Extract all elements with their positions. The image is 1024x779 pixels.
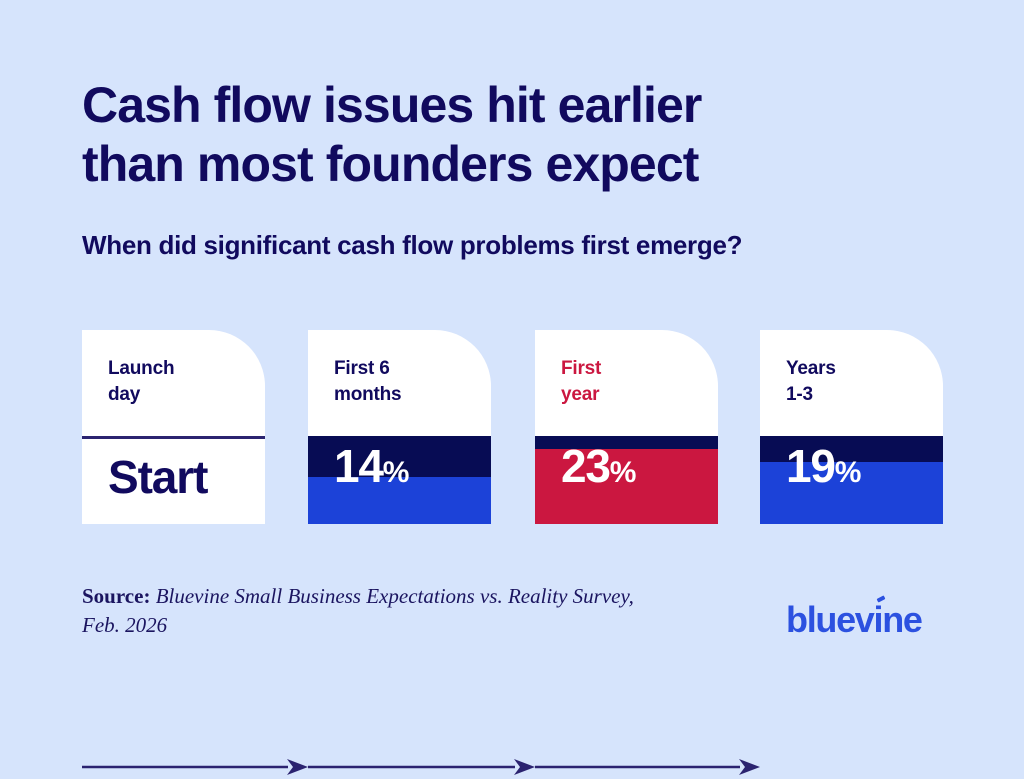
stage-value-percent-sign: %: [609, 456, 637, 489]
source-attribution: Source: Bluevine Small Business Expectat…: [82, 582, 642, 640]
stage-value-number: 23: [561, 440, 611, 492]
stage-bar-fill: [760, 462, 943, 524]
stage-bar: [535, 436, 718, 524]
timeline-stage-first-6-months: First 6 months 14%: [308, 330, 491, 524]
stage-bar: [760, 436, 943, 524]
stage-label: First 6 months: [334, 356, 402, 408]
timeline-stage-launch-day: Launch day Start: [82, 330, 265, 524]
timeline-arrow-icon: [308, 759, 535, 775]
stage-value-number: 19: [786, 440, 836, 492]
infographic-canvas: Cash flow issues hit earlier than most f…: [0, 0, 1024, 698]
page-subtitle: When did significant cash flow problems …: [82, 230, 743, 260]
stage-value-percent-sign: %: [834, 456, 862, 489]
stage-bar: [308, 436, 491, 524]
logo-accent-i: i: [873, 599, 884, 640]
stage-label: First year: [561, 356, 601, 408]
stage-label-line-1: Launch: [108, 358, 175, 379]
stage-label-line-2: year: [561, 384, 600, 405]
timeline-stage-first-year: First year 23%: [535, 330, 718, 524]
source-text: Bluevine Small Business Expectations vs.…: [82, 584, 634, 637]
timeline-chart: Launch day Start First 6 months 14% Firs…: [0, 330, 1024, 775]
page-title-line-2: than most founders expect: [82, 136, 699, 192]
stage-bar-fill: [308, 477, 491, 524]
stage-divider-rule: [82, 436, 265, 439]
stage-label-line-1: First: [561, 358, 602, 379]
timeline-arrow-icon: [535, 759, 760, 775]
timeline-stage-years-1-3: Years 1-3 19%: [760, 330, 943, 524]
logo-text-before: bluev: [786, 599, 875, 640]
stage-label-line-2: months: [334, 384, 402, 405]
source-label: Source:: [82, 584, 151, 608]
stage-value-label: 23%: [561, 443, 636, 496]
stage-bar-fill: [535, 449, 718, 524]
stage-label: Years 1-3: [786, 356, 836, 408]
stage-label-line-1: First 6: [334, 358, 390, 379]
stage-bar-cap: [535, 436, 718, 449]
stage-label: Launch day: [108, 356, 175, 408]
stage-label-line-2: day: [108, 384, 141, 405]
stage-value-label: Start: [108, 451, 208, 503]
stage-bar-cap: [760, 436, 943, 462]
page-title-line-1: Cash flow issues hit earlier: [82, 77, 702, 133]
stage-label-line-1: Years: [786, 358, 836, 379]
stage-bar-cap: [308, 436, 491, 477]
page-title: Cash flow issues hit earlier than most f…: [82, 76, 882, 194]
stage-value-percent-sign: %: [382, 456, 410, 489]
stage-label-line-2: 1-3: [786, 384, 813, 405]
bluevine-logo: bluevine: [786, 599, 923, 640]
stage-value-label: 19%: [786, 443, 861, 496]
logo-text-after: ne: [882, 599, 923, 640]
stage-value-label: 14%: [334, 443, 409, 496]
stage-value-number: 14: [334, 440, 384, 492]
timeline-arrow-icon: [82, 759, 308, 775]
